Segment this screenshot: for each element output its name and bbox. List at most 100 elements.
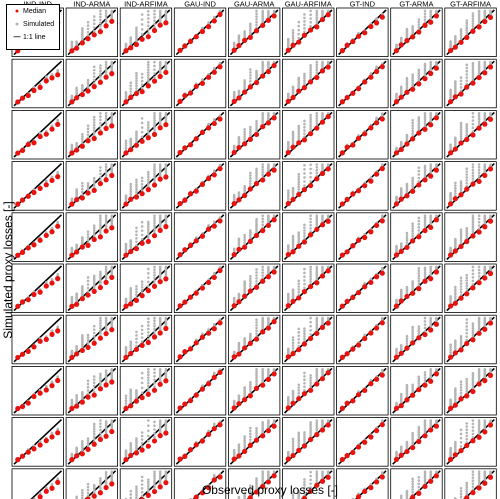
simulated-point bbox=[104, 65, 108, 69]
median-point bbox=[15, 99, 21, 105]
simulated-point bbox=[459, 180, 463, 183]
simulated-point bbox=[261, 274, 265, 277]
median-point bbox=[231, 252, 237, 258]
simulated-point bbox=[153, 179, 156, 182]
simulated-point bbox=[429, 13, 433, 16]
simulated-point bbox=[81, 132, 84, 136]
median-point bbox=[151, 78, 158, 84]
simulated-point bbox=[110, 367, 114, 371]
simulated-point bbox=[471, 218, 475, 222]
panel-meuse-gt-ind bbox=[336, 212, 389, 262]
simulated-point bbox=[417, 68, 421, 72]
median-point bbox=[301, 239, 308, 245]
simulated-point bbox=[135, 87, 138, 90]
simulated-point bbox=[135, 32, 138, 35]
simulated-point bbox=[232, 41, 236, 45]
median-point bbox=[177, 47, 183, 53]
simulated-point bbox=[471, 64, 475, 67]
median-point bbox=[319, 170, 326, 177]
simulated-point bbox=[489, 163, 492, 166]
simulated-point bbox=[99, 169, 102, 172]
simulated-point bbox=[92, 18, 96, 22]
simulated-point bbox=[477, 166, 481, 169]
simulated-point bbox=[471, 70, 475, 74]
simulated-point bbox=[309, 265, 312, 269]
simulated-point bbox=[291, 134, 295, 138]
median-point bbox=[145, 34, 151, 40]
simulated-point bbox=[303, 20, 306, 23]
simulated-point bbox=[405, 236, 409, 240]
panel-loire-ind-arfima bbox=[119, 365, 173, 416]
simulated-point bbox=[291, 341, 295, 345]
median-point bbox=[69, 150, 75, 156]
median-point bbox=[193, 83, 199, 90]
median-point bbox=[374, 120, 380, 126]
median-point bbox=[325, 12, 331, 18]
simulated-point bbox=[489, 265, 492, 269]
simulated-point bbox=[92, 378, 96, 381]
simulated-point bbox=[395, 146, 398, 150]
simulated-point bbox=[99, 166, 102, 169]
simulated-point bbox=[465, 331, 469, 335]
simulated-point bbox=[135, 237, 138, 240]
simulated-point bbox=[297, 180, 301, 184]
simulated-point bbox=[465, 79, 469, 83]
median-point bbox=[325, 64, 331, 70]
panel-rhine-gt-ind bbox=[336, 161, 389, 211]
simulated-point bbox=[86, 290, 90, 293]
simulated-point bbox=[454, 339, 457, 342]
simulated-point bbox=[86, 283, 90, 286]
simulated-point bbox=[315, 11, 319, 15]
median-point bbox=[308, 27, 314, 33]
simulated-point bbox=[477, 66, 481, 70]
simulated-point bbox=[249, 127, 252, 131]
simulated-point bbox=[287, 347, 290, 351]
median-point bbox=[339, 99, 345, 105]
simulated-point bbox=[153, 174, 156, 178]
simulated-point bbox=[86, 333, 90, 337]
median-point bbox=[476, 178, 482, 185]
simulated-point bbox=[75, 393, 78, 397]
median-point bbox=[296, 39, 302, 45]
simulated-point bbox=[140, 371, 144, 375]
median-point bbox=[74, 147, 80, 153]
simulated-point bbox=[489, 9, 492, 13]
simulated-point bbox=[449, 88, 452, 92]
simulated-point bbox=[465, 335, 469, 338]
simulated-point bbox=[104, 63, 108, 66]
simulated-point bbox=[459, 137, 463, 140]
median-point bbox=[133, 246, 140, 252]
simulated-point bbox=[158, 60, 162, 64]
median-point bbox=[103, 125, 109, 132]
simulated-point bbox=[303, 172, 306, 175]
simulated-point bbox=[309, 9, 312, 13]
simulated-point bbox=[249, 76, 252, 80]
simulated-point bbox=[465, 321, 469, 325]
median-point bbox=[260, 228, 266, 234]
simulated-point bbox=[272, 316, 276, 320]
simulated-point bbox=[287, 244, 290, 247]
median-point bbox=[260, 73, 266, 79]
simulated-point bbox=[86, 336, 90, 339]
panel-danube-ind-arfima bbox=[119, 263, 173, 313]
simulated-point bbox=[315, 9, 319, 13]
simulated-point bbox=[147, 334, 150, 337]
simulated-point bbox=[135, 84, 138, 88]
simulated-point bbox=[291, 234, 295, 238]
simulated-point bbox=[315, 68, 319, 72]
median-point bbox=[285, 354, 291, 360]
median-point bbox=[206, 125, 212, 131]
median-point bbox=[482, 70, 488, 76]
simulated-point bbox=[153, 381, 156, 385]
median-point bbox=[296, 347, 302, 353]
simulated-point bbox=[477, 268, 481, 272]
median-point bbox=[325, 268, 331, 274]
simulated-point bbox=[303, 81, 306, 85]
simulated-point bbox=[423, 326, 427, 330]
simulated-point bbox=[56, 118, 59, 122]
median-point bbox=[368, 229, 374, 235]
median-point bbox=[157, 381, 163, 387]
median-point bbox=[428, 19, 434, 25]
simulated-point bbox=[249, 182, 252, 185]
panel-weser-gt-ind bbox=[336, 58, 389, 109]
